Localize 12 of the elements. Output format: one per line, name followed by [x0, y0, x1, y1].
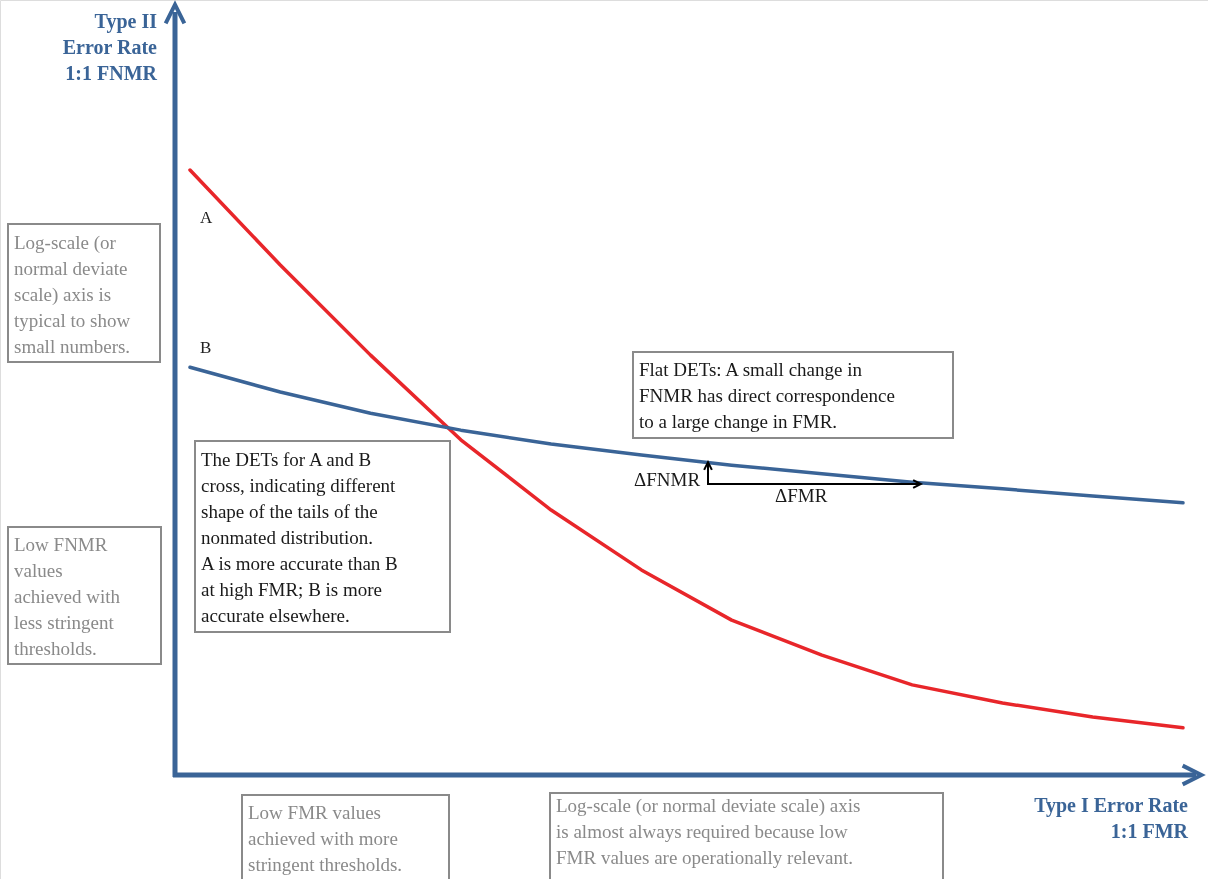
annotation: ΔFNMR [634, 469, 701, 490]
x-axis-title: Type I Error Rate 1:1 FMR [1034, 794, 1189, 842]
annotation: The DETs for A and B cross, indicating different shape of the tails of the nonmated distribution. A is more accurate than B at high FMR; B is more accurate elsewhere. [201, 449, 398, 626]
text: Log-scale (or normal deviate scale) axis is almost always required because low FMR values are operationally relevant. [556, 795, 861, 868]
text: Log-scale (or normal deviate scale) axis is typical to show small numbers. [14, 232, 131, 357]
annotation: Flat DETs: A small change in FNMR has direct correspondence to a large change in FMR. [639, 359, 895, 432]
y-axis-title: Type II Error Rate 1:1 FNMR [62, 10, 158, 84]
series-label: B [200, 338, 212, 358]
text: Low FMR values achieved with more stringent thresholds. [248, 802, 403, 875]
text: Low FNMR values achieved with less stringent thresholds. [14, 534, 121, 659]
series-label: A [200, 208, 213, 227]
annotation: ΔFMR [775, 485, 828, 506]
